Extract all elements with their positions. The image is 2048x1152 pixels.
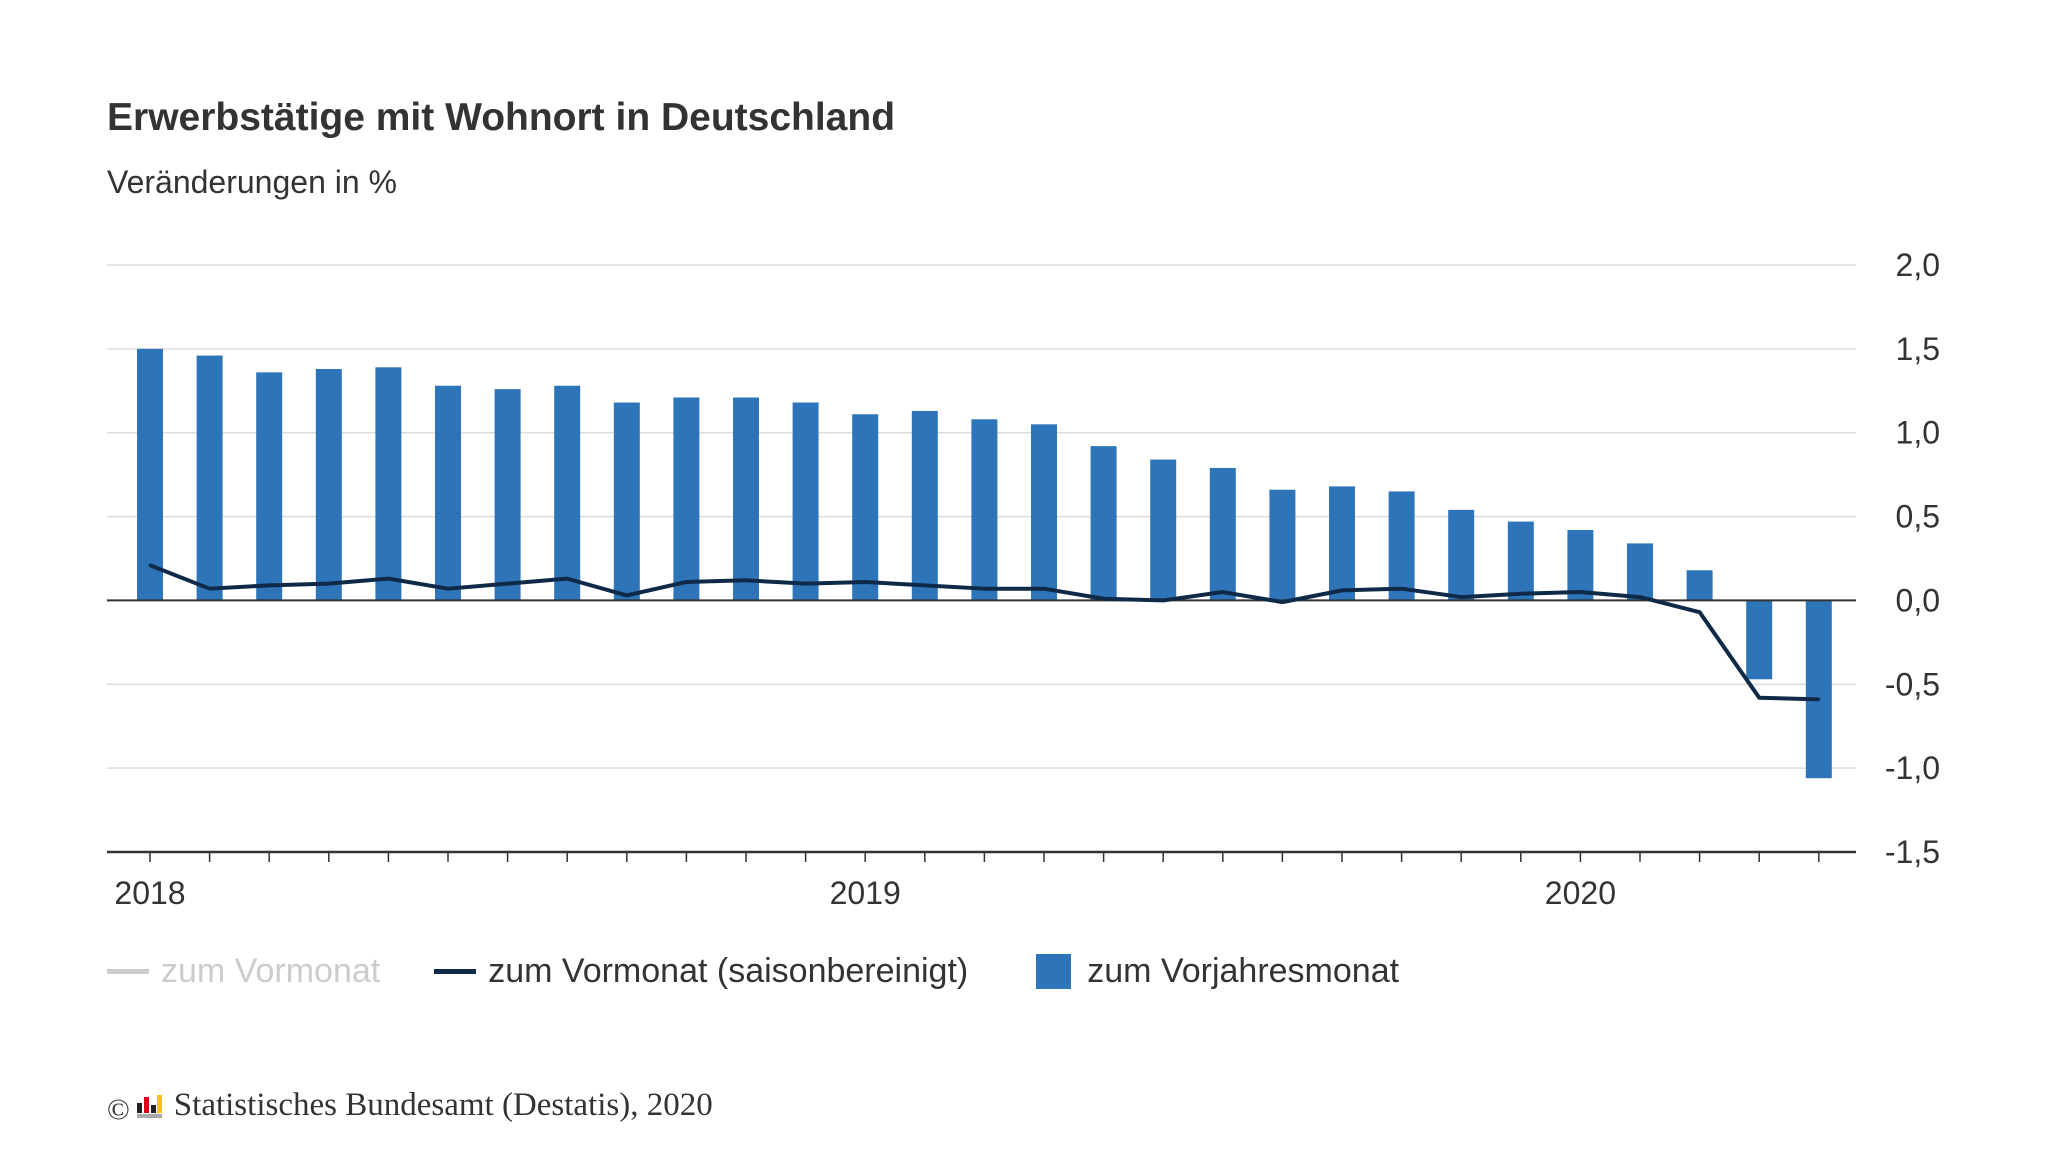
- legend-item-vorjahresmonat[interactable]: zum Vorjahresmonat: [1022, 952, 1399, 991]
- bar: [315, 368, 342, 601]
- legend-item-vormonat-saisonbereinigt[interactable]: zum Vormonat (saisonbereinigt): [434, 952, 968, 991]
- bar: [1269, 489, 1296, 601]
- bar: [1567, 529, 1594, 601]
- line-point: [1280, 600, 1284, 604]
- x-axis: [107, 599, 1856, 862]
- bar: [196, 355, 223, 601]
- line-point: [1102, 597, 1106, 601]
- bar: [613, 402, 640, 601]
- y-tick-label: -1,5: [1885, 834, 1940, 870]
- y-tick-label: 2,0: [1896, 247, 1940, 283]
- bar: [375, 367, 402, 601]
- line-point: [1459, 595, 1463, 599]
- line-point: [1757, 696, 1761, 700]
- legend-swatch-vorjahresmonat: [1036, 954, 1072, 989]
- line-point: [1817, 697, 1821, 701]
- bar: [911, 410, 938, 601]
- x-tick-label: 2020: [1545, 875, 1616, 911]
- bar: [792, 402, 819, 601]
- line-point: [863, 580, 867, 584]
- chart-title: Erwerbstätige mit Wohnort in Deutschland: [107, 96, 896, 139]
- line-point: [744, 578, 748, 582]
- line-point: [1578, 590, 1582, 594]
- line-series: [148, 563, 1821, 702]
- bar: [256, 372, 283, 601]
- source-footer: © Statistisches Bundesamt (Destatis), 20…: [107, 1087, 713, 1126]
- bar: [1448, 509, 1475, 601]
- y-tick-label: 0,0: [1896, 582, 1940, 618]
- destatis-logo-icon: [136, 1094, 162, 1118]
- legend-label-vormonat: zum Vormonat: [161, 952, 381, 990]
- bar: [852, 414, 879, 601]
- bar: [1090, 446, 1117, 601]
- x-tick-label: 2018: [114, 875, 185, 911]
- line-point: [446, 587, 450, 591]
- line-point: [1519, 592, 1523, 596]
- line-point: [982, 587, 986, 591]
- bar: [137, 348, 163, 601]
- bar-series: [137, 348, 1832, 779]
- line-point: [327, 582, 331, 586]
- bar: [1507, 521, 1534, 601]
- line-point: [148, 563, 152, 567]
- line-point: [506, 582, 510, 586]
- line-point: [1340, 588, 1344, 592]
- bar: [554, 385, 581, 601]
- bar: [673, 397, 700, 601]
- line-point: [386, 577, 390, 581]
- line-point: [1221, 590, 1225, 594]
- line-point: [1042, 587, 1046, 591]
- x-tick-label: 2019: [830, 875, 901, 911]
- bar: [494, 389, 521, 601]
- line-point: [565, 577, 569, 581]
- y-tick-label: -0,5: [1885, 666, 1940, 702]
- y-tick-label: 0,5: [1896, 499, 1940, 535]
- legend: zum Vormonat zum Vormonat (saisonbereini…: [107, 952, 1453, 991]
- legend-item-vormonat[interactable]: zum Vormonat: [107, 952, 380, 991]
- y-tick-label: 1,5: [1896, 331, 1940, 367]
- bar: [1329, 486, 1355, 601]
- x-tick-labels: 2018 2019 2020: [114, 875, 1616, 911]
- line-point: [923, 583, 927, 587]
- bar: [1388, 491, 1415, 601]
- legend-label-vormonat-saisonbereinigt: zum Vormonat (saisonbereinigt): [488, 952, 969, 990]
- line-point: [267, 583, 271, 587]
- bar: [1209, 467, 1236, 601]
- chart-subtitle: Veränderungen in %: [107, 164, 397, 200]
- bar: [1746, 600, 1773, 680]
- copyright-symbol: ©: [107, 1092, 130, 1126]
- bar: [733, 397, 759, 601]
- y-tick-label: -1,0: [1885, 750, 1940, 786]
- bar: [1686, 570, 1713, 601]
- line-point: [1638, 595, 1642, 599]
- line-point: [1161, 598, 1165, 602]
- source-text: Statistisches Bundesamt (Destatis), 2020: [173, 1087, 713, 1123]
- y-axis: 2,0 1,5 1,0 0,5 0,0 -0,5 -1,0 -1,5: [1885, 247, 1940, 870]
- legend-swatch-vormonat: [107, 969, 149, 974]
- line-point: [684, 580, 688, 584]
- bar: [435, 385, 461, 601]
- y-tick-label: 1,0: [1896, 415, 1940, 451]
- legend-swatch-vormonat-saisonbereinigt: [434, 969, 477, 974]
- line-point: [804, 582, 808, 586]
- bar: [1805, 600, 1832, 779]
- line-point: [1400, 587, 1404, 591]
- bar: [1150, 459, 1177, 601]
- line-point: [1698, 610, 1702, 614]
- legend-label-vorjahresmonat: zum Vorjahresmonat: [1087, 952, 1400, 990]
- bar: [1031, 424, 1057, 601]
- line-point: [208, 587, 212, 591]
- bar: [1627, 543, 1653, 601]
- bar: [971, 419, 998, 601]
- line-point: [625, 593, 629, 597]
